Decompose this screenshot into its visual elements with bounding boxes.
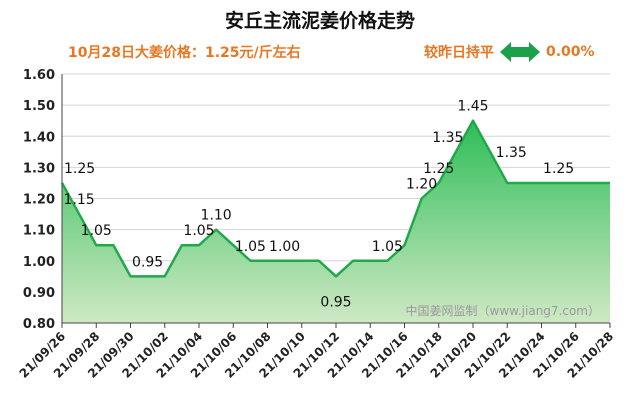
data-label: 1.05: [235, 239, 266, 255]
change-summary: 较昨日持平 0.00%: [424, 42, 595, 62]
data-label: 1.25: [64, 161, 95, 177]
data-label: 1.25: [543, 161, 574, 177]
data-label: 1.25: [423, 161, 454, 177]
y-tick-label: 1.00: [23, 255, 55, 270]
data-label: 1.00: [269, 239, 300, 255]
data-label: 1.45: [457, 99, 488, 115]
data-label: 0.95: [132, 254, 163, 270]
change-percent: 0.00%: [546, 44, 595, 60]
watermark-text: 中国姜网监制（www.jiang7.com）: [406, 303, 600, 318]
data-label: 1.35: [432, 130, 463, 146]
data-label: 1.15: [64, 192, 95, 208]
today-price-text: 10月28日大姜价格：1.25元/斤左右: [68, 45, 301, 61]
price-area: [62, 120, 610, 323]
y-tick-label: 0.90: [23, 286, 55, 301]
y-tick-label: 1.60: [23, 68, 55, 83]
change-label: 较昨日持平: [424, 45, 494, 61]
data-label: 1.05: [183, 223, 214, 239]
y-tick-label: 1.30: [23, 161, 55, 176]
data-label: 1.35: [496, 145, 527, 161]
double-arrow-icon: [500, 42, 540, 62]
y-tick-label: 1.40: [23, 130, 55, 145]
y-tick-label: 1.10: [23, 224, 55, 239]
data-label: 1.20: [406, 177, 437, 193]
data-label: 1.05: [81, 223, 112, 239]
data-label: 1.10: [201, 208, 232, 224]
data-label: 0.95: [320, 294, 351, 310]
data-label: 1.05: [372, 239, 403, 255]
chart-title: 安丘主流泥姜价格走势: [224, 10, 415, 32]
price-line: [60, 119, 610, 278]
y-tick-label: 1.20: [23, 193, 55, 208]
y-tick-label: 1.50: [23, 99, 55, 114]
y-tick-label: 0.80: [23, 317, 55, 332]
